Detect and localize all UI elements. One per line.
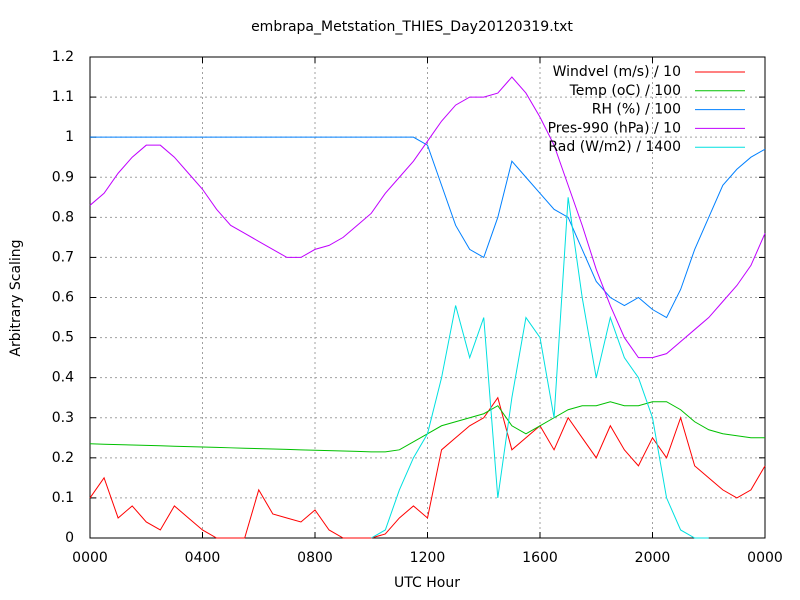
legend-label: RH (%) / 100 (592, 102, 681, 118)
series-line (89, 401, 765, 453)
x-tick-label: 0400 (185, 550, 221, 566)
x-tick-label: 1200 (410, 550, 446, 566)
x-tick-label: 2000 (635, 550, 671, 566)
y-tick-label: 1.2 (52, 49, 74, 65)
y-tick-label: 0.7 (52, 249, 74, 265)
legend-label: Pres-990 (hPa) / 10 (548, 120, 681, 136)
legend-label: Windvel (m/s) / 10 (553, 64, 681, 80)
y-tick-label: 0.6 (52, 290, 74, 306)
series-line (89, 396, 766, 539)
chart-title: embrapa_Metstation_THIES_Day20120319.txt (251, 19, 573, 35)
plot-frame (89, 56, 766, 539)
series-line (89, 76, 766, 359)
y-tick-label: 0.8 (52, 209, 74, 225)
y-tick-label: 0.1 (52, 490, 74, 506)
y-tick-label: 0.4 (52, 370, 74, 386)
x-tick-label: 0000 (72, 550, 108, 566)
y-tick-label: 0.3 (52, 410, 74, 426)
legend-label: Temp (oC) / 100 (569, 83, 681, 99)
y-tick-label: 0.5 (52, 330, 74, 346)
legend-label: Rad (W/m2) / 1400 (548, 139, 681, 155)
y-tick-label: 0.9 (52, 169, 74, 185)
y-tick-label: 0.2 (52, 450, 74, 466)
series-line (90, 136, 766, 319)
y-axis-label: Arbitrary Scaling (8, 239, 24, 356)
x-tick-label: 0000 (747, 550, 783, 566)
y-tick-label: 1 (65, 129, 74, 145)
x-axis-label: UTC Hour (394, 575, 460, 591)
series-line (371, 197, 709, 539)
x-tick-label: 1600 (522, 550, 558, 566)
y-tick-label: 0 (65, 530, 74, 546)
x-tick-label: 0800 (297, 550, 333, 566)
y-tick-label: 1.1 (52, 89, 74, 105)
